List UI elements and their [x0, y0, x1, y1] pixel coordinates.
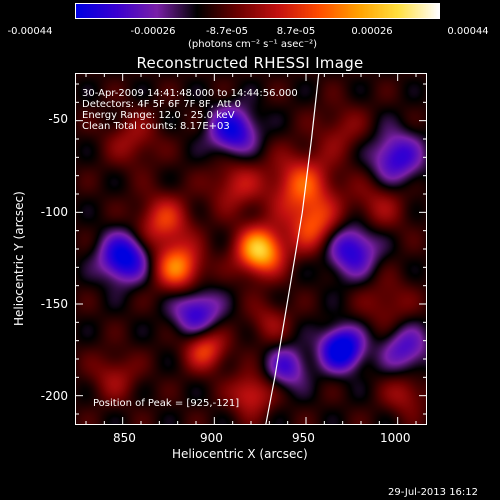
y-axis-label: Heliocentric Y (arcsec)	[12, 191, 26, 326]
colorbar-tick-3: 8.7e-05	[276, 26, 316, 37]
colorbar	[75, 3, 440, 19]
chart-title: Reconstructed RHESSI Image	[136, 54, 364, 72]
colorbar-gradient	[76, 4, 439, 18]
y-tick-label: -200	[40, 389, 68, 403]
info-time-range: 30-Apr-2009 14:41:48.000 to 14:44:56.000	[82, 88, 298, 99]
x-tick-label: 850	[113, 431, 136, 445]
x-tick-label: 900	[200, 431, 223, 445]
colorbar-tick-1: -0.00026	[130, 26, 176, 37]
solar-limb-line	[265, 73, 320, 425]
info-clean-counts: Clean Total counts: 8.17E+03	[82, 121, 230, 132]
timestamp: 29-Jul-2013 16:12	[388, 487, 479, 498]
x-axis-label: Heliocentric X (arcsec)	[172, 447, 308, 461]
plot-overlay	[75, 73, 427, 425]
heatmap-image	[76, 74, 426, 424]
peak-position-label: Position of Peak = [925,-121]	[93, 398, 240, 409]
colorbar-tick-2: -8.7e-05	[206, 26, 248, 37]
info-detectors: Detectors: 4F 5F 6F 7F 8F, Att 0	[82, 99, 242, 110]
y-tick-label: -50	[48, 112, 68, 126]
y-tick-label: -150	[40, 297, 68, 311]
x-tick-label: 1000	[380, 431, 411, 445]
colorbar-tick-5: 0.00044	[447, 26, 489, 37]
colorbar-tick-0: -0.00044	[7, 26, 53, 37]
colorbar-tick-4: 0.00026	[351, 26, 393, 37]
y-tick-label: -100	[40, 205, 68, 219]
info-energy-range: Energy Range: 12.0 - 25.0 keV	[82, 110, 235, 121]
colorbar-ticks: -0.00044 -0.00026 -8.7e-05 8.7e-05 0.000…	[0, 26, 500, 38]
x-tick-label: 950	[292, 431, 315, 445]
plot-frame	[75, 73, 427, 425]
colorbar-units: (photons cm⁻² s⁻¹ asec⁻²)	[188, 39, 318, 50]
